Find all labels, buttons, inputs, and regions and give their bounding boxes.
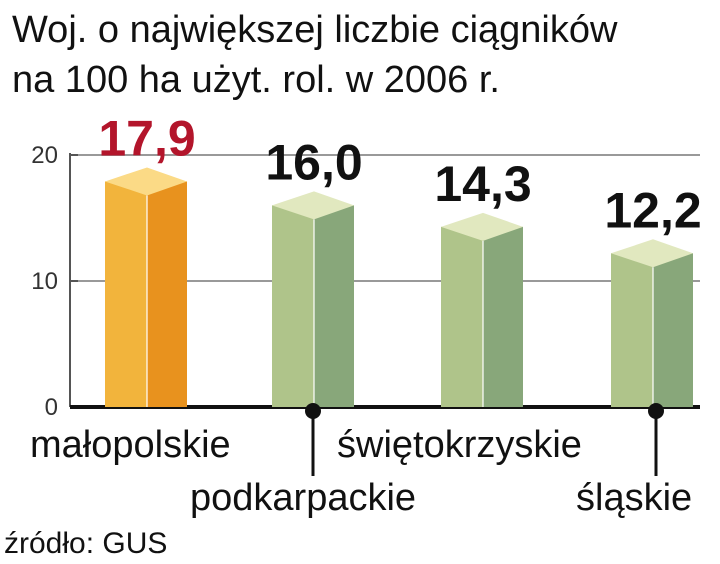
y-tick-label: 0 (45, 394, 58, 421)
y-tick-label: 20 (31, 142, 58, 169)
bar-0 (105, 167, 187, 407)
leader-dot (305, 403, 321, 419)
y-tick-label: 10 (31, 268, 58, 295)
chart-title-line-1: Woj. o największej liczbie ciągników (12, 9, 618, 51)
category-label: świętokrzyskie (337, 424, 582, 466)
source-note: źródło: GUS (4, 527, 167, 560)
bar-front-face (611, 253, 653, 407)
bar-front-face (441, 226, 483, 407)
bar-side-face (653, 253, 693, 407)
bar-top-face (611, 239, 693, 268)
leader-dot (648, 403, 664, 419)
bar-front-face (272, 205, 314, 407)
bars-layer (105, 167, 693, 407)
category-label: podkarpackie (190, 477, 416, 519)
bar-side-face (483, 226, 523, 407)
bar-top-face (441, 212, 523, 241)
bar-3 (611, 239, 693, 407)
value-label: 12,2 (604, 182, 701, 238)
bar-2 (441, 212, 523, 407)
category-label: małopolskie (30, 424, 231, 466)
labels-layer: 17,9 małopolskie 16,0 podkarpackie 14,3 święt… (30, 110, 702, 519)
category-label: śląskie (576, 477, 692, 519)
value-label: 14,3 (434, 156, 531, 212)
bar-side-face (147, 181, 187, 407)
bar-top-face (105, 167, 187, 196)
value-label: 17,9 (98, 110, 195, 166)
chart-title-line-2: na 100 ha użyt. rol. w 2006 r. (12, 59, 500, 101)
bar-side-face (314, 205, 354, 407)
bar-1 (272, 191, 354, 407)
bar-top-face (272, 191, 354, 220)
bar-front-face (105, 181, 147, 407)
value-label: 16,0 (265, 134, 362, 190)
